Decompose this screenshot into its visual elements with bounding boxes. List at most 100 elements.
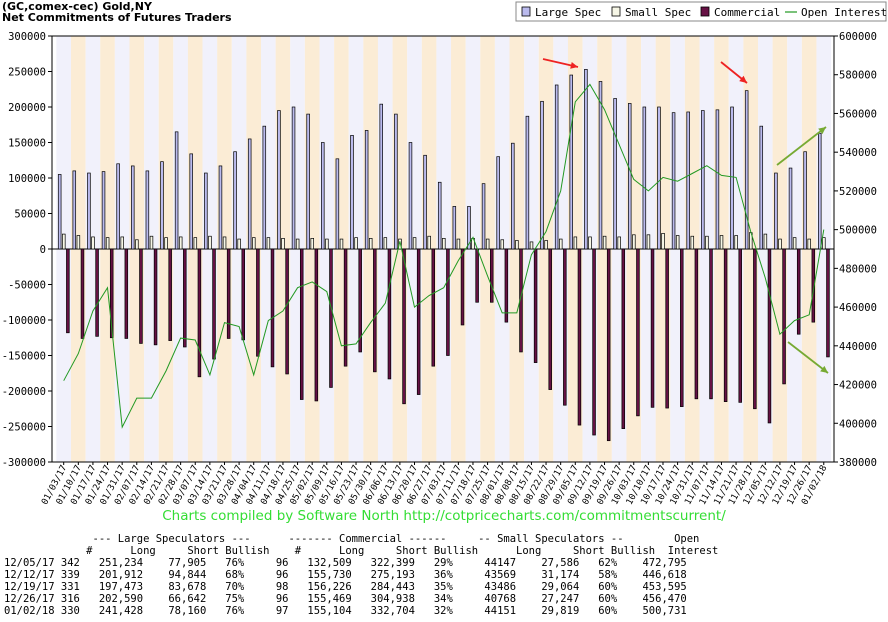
bar-commercial	[358, 248, 362, 353]
bar-large-spec	[759, 125, 764, 250]
bar-small-spec	[690, 235, 695, 250]
bar-large-spec	[496, 156, 500, 250]
left-tick-label: -150000	[2, 351, 46, 363]
left-tick-label: 200000	[8, 102, 46, 114]
bar-commercial	[738, 248, 742, 403]
bar-large-spec	[467, 206, 471, 250]
bar-commercial	[299, 248, 304, 400]
arrow-shaft	[787, 341, 829, 374]
bar-commercial	[796, 248, 801, 335]
red-arrow-sep	[542, 58, 579, 69]
bar-small-spec	[675, 235, 680, 250]
right-tick-label: 540000	[839, 147, 877, 159]
left-tick-label: 50000	[14, 209, 46, 221]
bar-small-spec	[515, 240, 519, 250]
chart-subtitle: Net Commitments of Futures Traders	[2, 11, 232, 24]
bar-commercial	[577, 248, 582, 426]
bar-small-spec	[178, 236, 183, 250]
right-axis-ticks: 380000 400000 420000 440000 460000 480000 5000…	[834, 31, 877, 469]
table-header-groups: --- Large Speculators --- ------- Commer…	[4, 533, 700, 545]
bar-small-spec	[485, 238, 490, 250]
bar-small-spec	[822, 237, 826, 250]
bar-large-spec	[788, 167, 793, 250]
bar-commercial	[416, 248, 421, 395]
bar-small-spec	[792, 237, 797, 250]
table-row: 12/19/17 331 197,473 83,678 70% 98 156,2…	[4, 581, 687, 593]
bar-commercial	[402, 248, 406, 405]
bar-large-spec	[481, 183, 486, 250]
bar-commercial	[723, 248, 728, 402]
bar-small-spec	[208, 235, 212, 250]
bar-commercial	[329, 248, 333, 388]
bar-commercial	[285, 248, 289, 375]
right-tick-label: 560000	[839, 108, 877, 120]
left-tick-label: 150000	[8, 138, 46, 150]
bar-large-spec	[394, 113, 398, 250]
bar-small-spec	[632, 234, 636, 250]
bar-small-spec	[719, 235, 724, 250]
bar-commercial	[606, 248, 611, 442]
bar-small-spec	[135, 239, 139, 250]
bar-small-spec	[295, 238, 300, 250]
bar-commercial	[753, 248, 757, 410]
bar-large-spec	[87, 172, 91, 250]
bar-small-spec	[646, 234, 651, 250]
bar-small-spec	[325, 238, 329, 250]
bar-large-spec	[525, 115, 530, 250]
right-tick-label: 400000	[839, 418, 877, 430]
bar-commercial	[270, 248, 275, 368]
bar-large-spec	[364, 130, 369, 250]
bar-small-spec	[778, 238, 782, 250]
bar-large-spec	[350, 135, 354, 250]
bar-small-spec	[763, 233, 768, 250]
bar-large-spec	[291, 106, 296, 250]
bar-large-spec	[803, 151, 807, 250]
bar-small-spec	[442, 238, 446, 250]
bar-commercial	[124, 248, 129, 339]
bar-commercial	[446, 248, 450, 356]
bar-large-spec	[701, 110, 705, 250]
bar-large-spec	[116, 163, 120, 250]
bar-small-spec	[705, 235, 709, 250]
green-arrow-up	[776, 126, 827, 166]
bar-large-spec	[204, 172, 208, 250]
bar-large-spec	[452, 206, 457, 250]
bar-small-spec	[544, 240, 548, 250]
bar-small-spec	[310, 238, 314, 250]
annotation-arrows	[542, 58, 829, 374]
bar-small-spec	[193, 237, 198, 250]
bar-small-spec	[120, 236, 124, 250]
left-tick-label: 250000	[8, 67, 46, 79]
bar-commercial	[212, 248, 216, 360]
bar-commercial	[153, 248, 158, 346]
bar-large-spec	[72, 170, 77, 250]
arrow-head	[739, 75, 747, 83]
bar-large-spec	[642, 106, 647, 250]
bar-large-spec	[189, 153, 193, 250]
bar-large-spec	[321, 142, 325, 250]
bar-commercial	[256, 248, 260, 357]
bar-large-spec	[627, 103, 632, 250]
left-tick-label: -100000	[2, 315, 46, 327]
bar-small-spec	[91, 236, 95, 250]
bar-large-spec	[730, 106, 734, 250]
bar-large-spec	[262, 125, 267, 250]
bar-small-spec	[456, 238, 461, 250]
bar-commercial	[373, 248, 377, 373]
bar-commercial	[343, 248, 348, 367]
bar-small-spec	[339, 238, 344, 250]
bar-large-spec	[554, 84, 559, 250]
bar-commercial	[767, 248, 772, 424]
bar-commercial	[548, 248, 552, 390]
bar-large-spec	[511, 142, 515, 250]
bar-small-spec	[383, 237, 388, 250]
bar-commercial	[694, 248, 699, 400]
legend: Large Spec Small Spec Commercial Open In…	[515, 1, 887, 22]
bar-commercial	[563, 248, 567, 406]
bar-commercial	[183, 248, 187, 348]
legend-label-open-interest: Open Interest	[801, 6, 887, 19]
bar-commercial	[139, 248, 143, 344]
legend-label-large-spec: Large Spec	[535, 6, 601, 19]
bar-small-spec	[222, 236, 227, 250]
table-row: 12/05/17 342 251,234 77,905 76% 96 132,5…	[4, 557, 687, 569]
